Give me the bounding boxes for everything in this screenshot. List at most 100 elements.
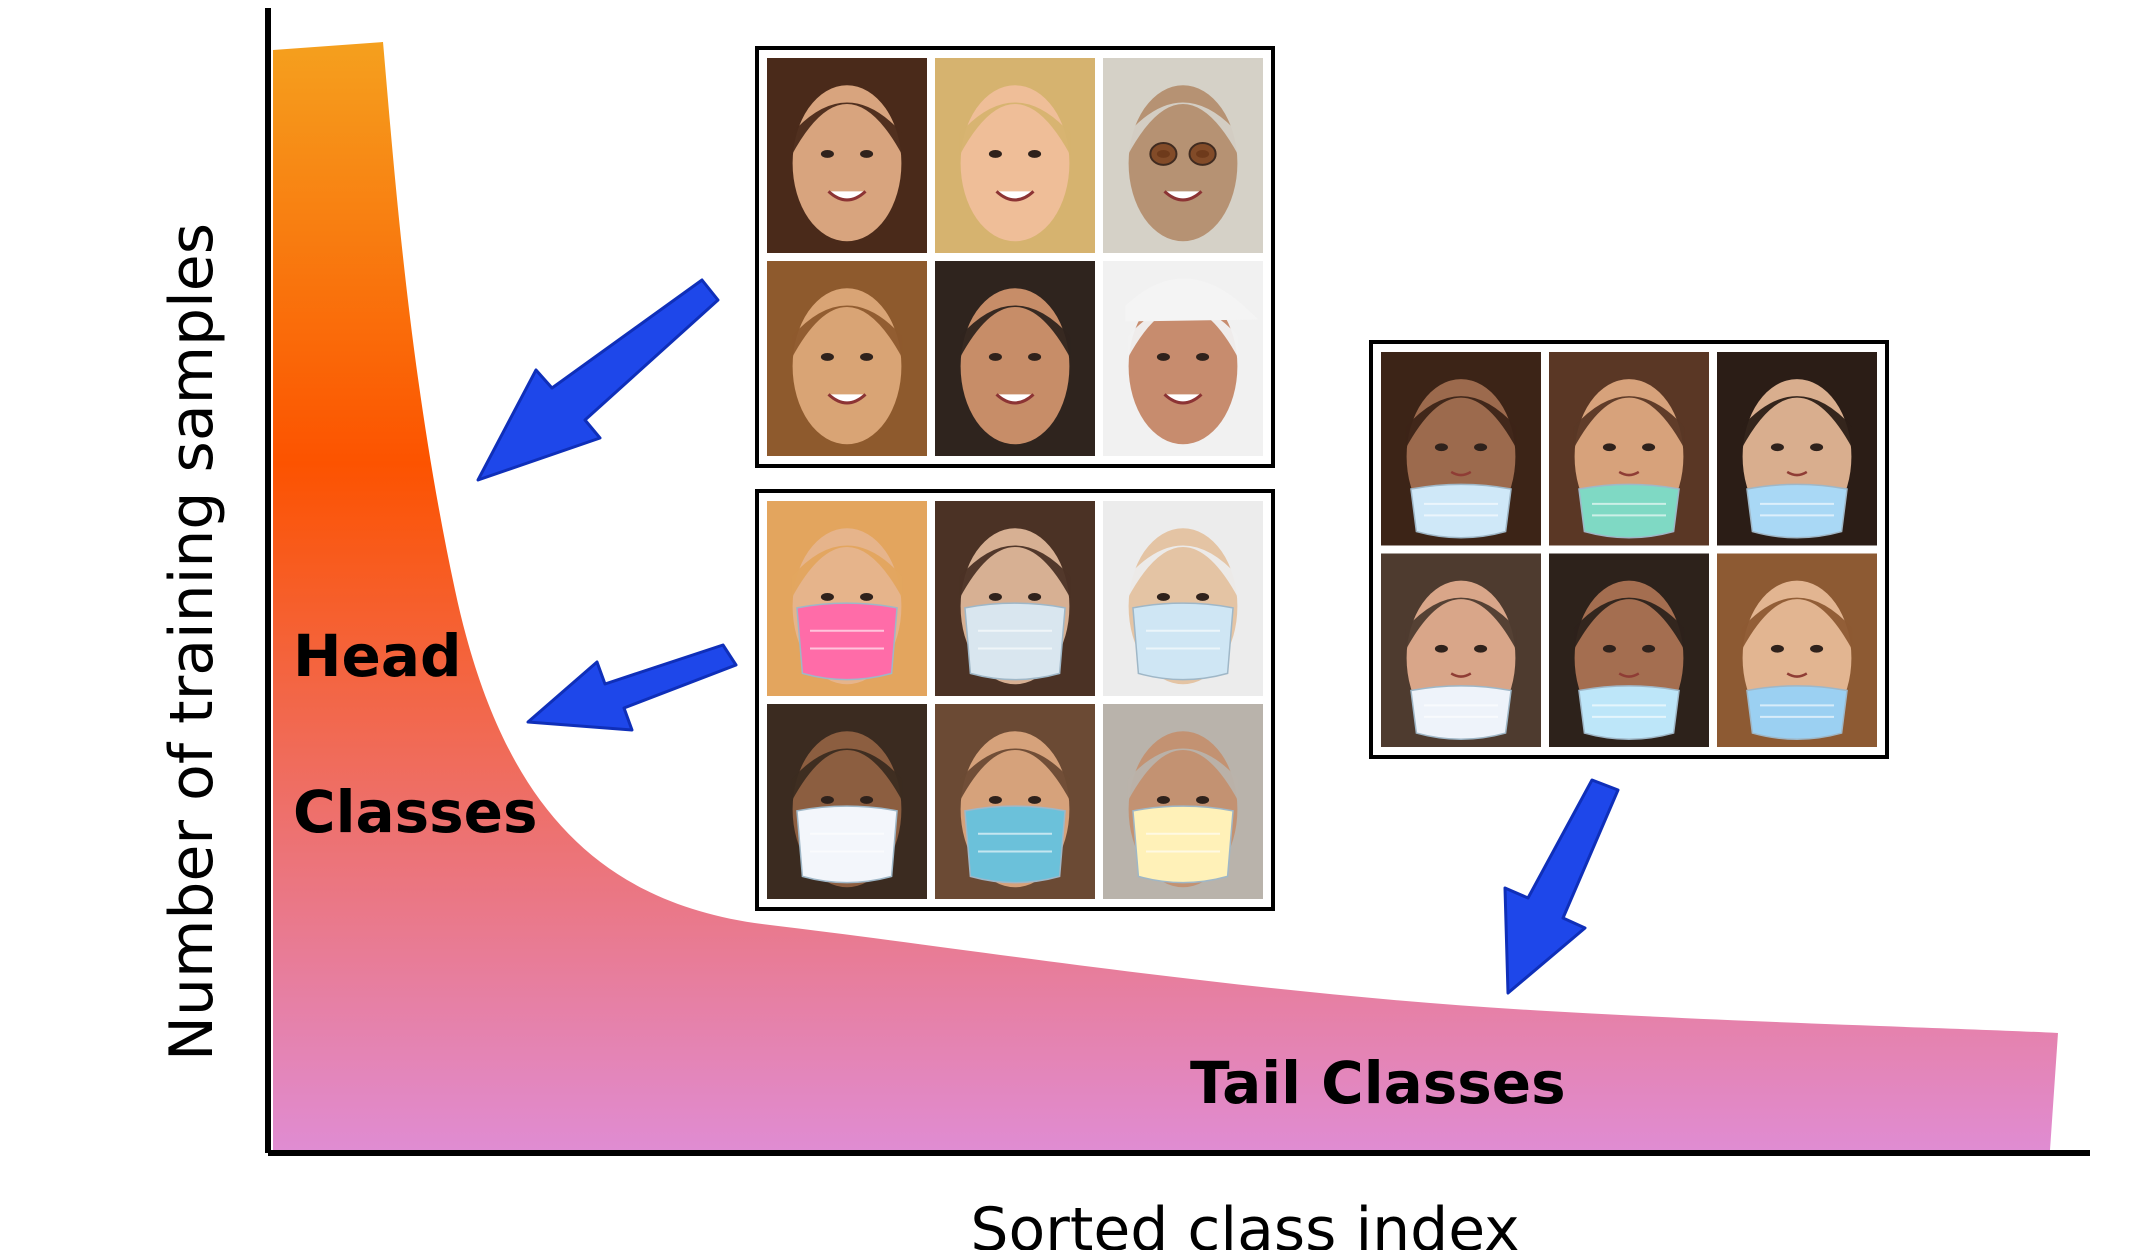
eye-icon: [1156, 353, 1170, 361]
eye-icon: [1156, 593, 1170, 601]
glasses-icon: [1188, 142, 1217, 166]
face-photo: [767, 58, 927, 253]
face-hair: [959, 748, 1071, 802]
face-skin: [1128, 288, 1238, 445]
mouth-icon: [1786, 672, 1808, 678]
y-axis-label: Number of training samples: [157, 223, 227, 1061]
eye-icon: [1028, 796, 1042, 804]
eye-icon: [860, 353, 874, 361]
mouth-icon: [1618, 672, 1640, 678]
mask-icon: [1578, 685, 1680, 741]
photo-grid-border: [755, 46, 1275, 468]
face-photo: [1717, 352, 1877, 546]
mask-icon: [1746, 685, 1848, 741]
arrow-to-head-upper: [476, 278, 720, 482]
photo-grid-border: [1369, 340, 1889, 759]
face-photo: [1103, 704, 1263, 899]
eye-icon: [988, 150, 1002, 158]
mask-icon: [1132, 805, 1234, 884]
mouth-icon: [1450, 470, 1472, 477]
mask-icon: [1578, 483, 1680, 539]
long-tail-distribution-area: [273, 42, 2058, 1150]
eye-icon: [1810, 443, 1824, 452]
eye-icon: [1602, 443, 1616, 452]
face-photo: [1549, 553, 1709, 747]
face-photo: [1103, 261, 1263, 456]
smile-icon: [995, 393, 1035, 405]
face-photo: [935, 704, 1095, 899]
eye-icon: [860, 150, 874, 158]
eye-icon: [1028, 353, 1042, 361]
smile-icon: [1163, 393, 1203, 405]
face-hair: [1405, 396, 1517, 449]
mask-icon: [796, 805, 898, 884]
face-skin: [960, 85, 1070, 242]
face-hair: [791, 545, 903, 599]
improperly-masked-faces-grid: [1369, 340, 1889, 759]
eye-icon: [988, 353, 1002, 361]
mask-icon: [1410, 483, 1512, 539]
arrow-to-tail: [1503, 778, 1620, 995]
face-photo: [767, 704, 927, 899]
face-hair: [1405, 597, 1517, 651]
eye-icon: [1602, 644, 1616, 653]
mask-icon: [964, 805, 1066, 884]
mask-icon: [1746, 483, 1848, 539]
mask-icon: [796, 602, 898, 681]
eye-icon: [860, 593, 874, 601]
face-hair: [1127, 102, 1239, 156]
face-skin: [792, 288, 902, 445]
smile-icon: [995, 190, 1035, 202]
mask-icon: [964, 602, 1066, 681]
face-hair: [1573, 597, 1685, 651]
masked-faces-grid: [755, 489, 1275, 911]
eye-icon: [988, 796, 1002, 804]
face-skin: [792, 85, 902, 242]
face-photo: [1717, 553, 1877, 747]
glasses-icon: [1149, 142, 1178, 166]
unmasked-faces-grid: [755, 46, 1275, 468]
x-axis-label: Sorted class index: [970, 1195, 1519, 1250]
face-skin: [1128, 85, 1238, 242]
eye-icon: [988, 593, 1002, 601]
face-hair: [1741, 396, 1853, 449]
mouth-icon: [1618, 470, 1640, 477]
face-hair: [1741, 597, 1853, 651]
tail-classes-label: Tail Classes: [1190, 1049, 1566, 1117]
eye-icon: [820, 593, 834, 601]
face-hair: [959, 305, 1071, 359]
mask-icon: [1132, 602, 1234, 681]
eye-icon: [1028, 150, 1042, 158]
eye-icon: [1642, 443, 1656, 452]
eye-icon: [1642, 644, 1656, 653]
cap-icon: [1125, 278, 1259, 322]
face-photo: [935, 261, 1095, 456]
head-classes-label-line1: Head: [293, 622, 462, 690]
face-photo: [1103, 58, 1263, 253]
eye-icon: [820, 150, 834, 158]
eye-icon: [1474, 644, 1488, 653]
face-hair: [1573, 396, 1685, 449]
face-photo: [1381, 553, 1541, 747]
face-hair: [959, 545, 1071, 599]
eye-icon: [1810, 644, 1824, 653]
face-hair: [791, 305, 903, 359]
face-photo: [935, 58, 1095, 253]
head-classes-label-line2: Classes: [293, 778, 538, 846]
eye-icon: [1770, 644, 1784, 653]
eye-icon: [1196, 796, 1210, 804]
smile-icon: [827, 190, 867, 202]
face-photo: [1381, 352, 1541, 546]
eye-icon: [1156, 796, 1170, 804]
face-hair: [791, 748, 903, 802]
face-hair: [1127, 748, 1239, 802]
mouth-icon: [1786, 470, 1808, 477]
eye-icon: [1196, 593, 1210, 601]
photo-grid-border: [755, 489, 1275, 911]
mouth-icon: [1450, 672, 1472, 678]
face-photo: [767, 501, 927, 696]
smile-icon: [827, 393, 867, 405]
eye-icon: [1434, 644, 1448, 653]
